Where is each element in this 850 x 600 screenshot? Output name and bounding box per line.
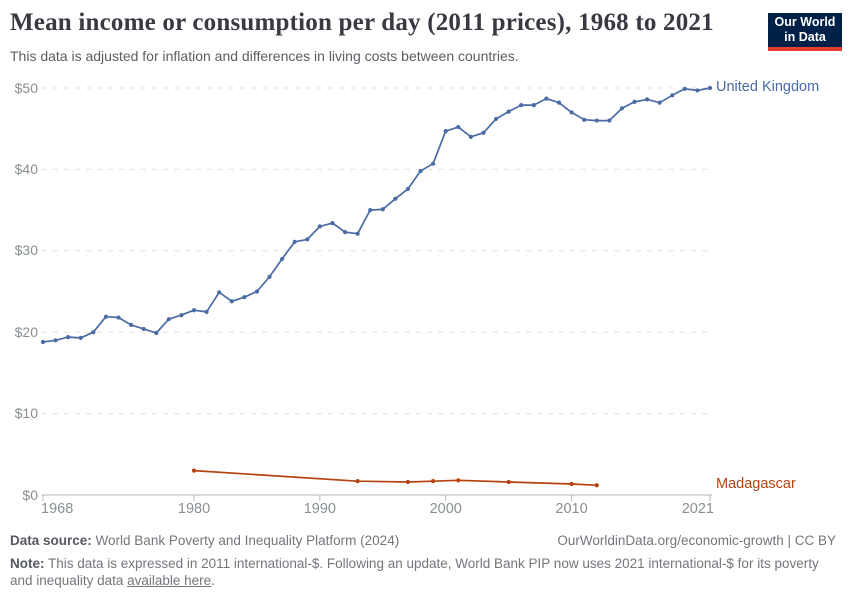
chart-subtitle: This data is adjusted for inflation and … xyxy=(10,48,519,64)
data-source-label: Data source: xyxy=(10,533,92,548)
series-label-united-kingdom[interactable]: United Kingdom xyxy=(716,79,820,95)
data-point-united-kingdom[interactable] xyxy=(632,99,637,104)
data-point-united-kingdom[interactable] xyxy=(292,239,297,244)
data-source: Data source: World Bank Poverty and Ineq… xyxy=(10,533,399,548)
line-madagascar[interactable] xyxy=(193,469,598,487)
data-point-united-kingdom[interactable] xyxy=(506,109,511,114)
data-point-united-kingdom[interactable] xyxy=(468,134,473,139)
data-point-united-kingdom[interactable] xyxy=(431,161,436,166)
data-point-united-kingdom[interactable] xyxy=(53,338,58,343)
data-point-united-kingdom[interactable] xyxy=(556,100,562,105)
y-axis-tick-label: $30 xyxy=(14,242,38,259)
data-point-united-kingdom[interactable] xyxy=(317,224,322,229)
data-point-united-kingdom[interactable] xyxy=(166,317,171,322)
data-point-united-kingdom[interactable] xyxy=(418,168,423,174)
data-point-united-kingdom[interactable] xyxy=(619,106,625,111)
data-point-united-kingdom[interactable] xyxy=(91,330,96,335)
y-axis-tick-label: $20 xyxy=(14,323,38,340)
data-point-united-kingdom[interactable] xyxy=(682,86,687,91)
line-united-kingdom[interactable] xyxy=(42,87,711,343)
data-point-united-kingdom[interactable] xyxy=(582,117,587,122)
data-point-united-kingdom[interactable] xyxy=(670,93,675,98)
y-axis-tick-label: $50 xyxy=(14,79,38,96)
data-point-united-kingdom[interactable] xyxy=(66,334,71,340)
data-point-united-kingdom[interactable] xyxy=(355,231,360,236)
data-point-united-kingdom[interactable] xyxy=(254,289,260,294)
data-point-united-kingdom[interactable] xyxy=(305,237,310,242)
x-axis-tick-label: 1990 xyxy=(303,501,336,517)
data-point-united-kingdom[interactable] xyxy=(242,295,247,300)
attribution: OurWorldinData.org/economic-growth | CC … xyxy=(557,533,836,548)
data-point-united-kingdom[interactable] xyxy=(531,102,536,108)
data-point-united-kingdom[interactable] xyxy=(141,326,146,332)
chart-note: Note: This data is expressed in 2011 int… xyxy=(10,555,820,590)
x-axis-tick-label: 2000 xyxy=(429,501,462,517)
data-point-united-kingdom[interactable] xyxy=(544,96,549,101)
data-point-united-kingdom[interactable] xyxy=(330,221,335,226)
data-point-united-kingdom[interactable] xyxy=(493,116,499,122)
data-point-united-kingdom[interactable] xyxy=(78,335,83,340)
data-point-united-kingdom[interactable] xyxy=(204,309,209,314)
data-point-united-kingdom[interactable] xyxy=(342,229,348,235)
data-point-madagascar[interactable] xyxy=(355,479,360,484)
data-point-united-kingdom[interactable] xyxy=(217,290,222,295)
data-point-united-kingdom[interactable] xyxy=(229,299,234,304)
data-point-madagascar[interactable] xyxy=(594,483,599,488)
data-point-united-kingdom[interactable] xyxy=(594,118,599,123)
x-axis-tick-label: 1968 xyxy=(41,501,74,517)
x-axis-tick-label: 2021 xyxy=(681,501,714,517)
data-point-madagascar[interactable] xyxy=(405,479,411,485)
x-axis-tick-label: 1980 xyxy=(177,501,211,517)
data-point-madagascar[interactable] xyxy=(191,468,197,473)
note-label: Note: xyxy=(10,556,45,571)
y-axis-tick-label: $10 xyxy=(14,405,38,422)
data-point-united-kingdom[interactable] xyxy=(154,330,159,336)
data-point-united-kingdom[interactable] xyxy=(393,196,398,201)
owid-logo[interactable]: Our World in Data xyxy=(768,13,842,51)
data-point-madagascar[interactable] xyxy=(506,479,511,485)
data-point-madagascar[interactable] xyxy=(456,478,461,483)
data-point-united-kingdom[interactable] xyxy=(707,85,713,91)
data-point-united-kingdom[interactable] xyxy=(569,110,574,115)
y-axis-tick-label: $40 xyxy=(14,160,38,177)
footer-source-row: Data source: World Bank Poverty and Ineq… xyxy=(10,533,836,548)
data-point-united-kingdom[interactable] xyxy=(380,207,385,212)
data-point-united-kingdom[interactable] xyxy=(519,102,524,108)
note-suffix: . xyxy=(211,573,215,589)
data-point-united-kingdom[interactable] xyxy=(280,256,285,262)
chart-plot-area xyxy=(40,85,713,501)
data-source-text: World Bank Poverty and Inequality Platfo… xyxy=(95,533,400,548)
data-point-united-kingdom[interactable] xyxy=(267,274,272,279)
data-point-united-kingdom[interactable] xyxy=(128,322,134,327)
data-point-united-kingdom[interactable] xyxy=(644,97,650,102)
data-point-united-kingdom[interactable] xyxy=(368,208,373,213)
note-available-here-link[interactable]: available here xyxy=(127,573,212,589)
logo-line2: in Data xyxy=(784,30,826,44)
data-point-united-kingdom[interactable] xyxy=(607,118,612,123)
data-point-united-kingdom[interactable] xyxy=(657,100,662,105)
data-point-madagascar[interactable] xyxy=(431,479,436,484)
data-point-united-kingdom[interactable] xyxy=(179,313,184,318)
data-point-united-kingdom[interactable] xyxy=(695,88,700,93)
x-axis-tick-label: 2010 xyxy=(555,501,588,517)
data-point-united-kingdom[interactable] xyxy=(191,308,197,313)
data-point-united-kingdom[interactable] xyxy=(116,315,121,320)
data-point-united-kingdom[interactable] xyxy=(40,339,46,345)
data-point-madagascar[interactable] xyxy=(569,481,574,487)
page-title: Mean income or consumption per day (2011… xyxy=(10,9,714,36)
note-text: This data is expressed in 2011 internati… xyxy=(10,556,819,589)
data-point-united-kingdom[interactable] xyxy=(443,129,448,134)
data-point-united-kingdom[interactable] xyxy=(456,124,461,130)
data-point-united-kingdom[interactable] xyxy=(103,314,109,319)
logo-line1: Our World xyxy=(774,15,836,30)
y-axis-tick-label: $0 xyxy=(22,486,38,503)
data-point-united-kingdom[interactable] xyxy=(405,186,411,192)
data-point-united-kingdom[interactable] xyxy=(481,130,486,135)
series-label-madagascar[interactable]: Madagascar xyxy=(716,476,796,493)
